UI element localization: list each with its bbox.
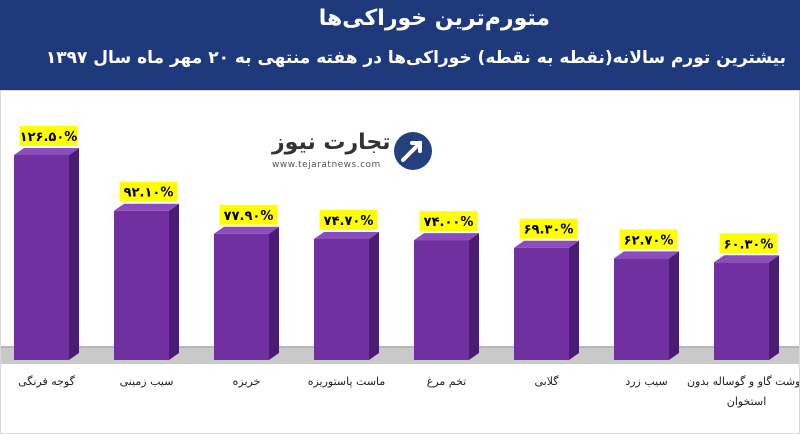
tejarat-news-logo: تجارت نیوز www.tejaratnews.com (266, 128, 436, 176)
bar-top (14, 148, 79, 155)
category-label: ماست پاستوریزه (307, 375, 386, 388)
bar-top (114, 203, 179, 211)
value-label-box (119, 181, 178, 202)
chart-floor-edge (0, 346, 800, 348)
category-label: خربزه (232, 375, 261, 388)
value-label-box (19, 126, 78, 146)
bar-top (214, 226, 279, 234)
bar-top (514, 240, 579, 248)
value-label: ۶۲.۷۰% (624, 233, 674, 248)
value-label: ۷۴.۷۰% (324, 214, 374, 229)
bar (614, 258, 669, 360)
bar (314, 238, 369, 360)
bar (714, 262, 769, 360)
bar-side (469, 233, 479, 360)
bar-side (169, 203, 179, 360)
bar-side (769, 255, 779, 360)
bar-side (569, 240, 579, 360)
value-label-box (419, 211, 478, 232)
bar-top (414, 233, 479, 241)
value-label-box (519, 218, 578, 239)
value-label: ۷۷.۹۰% (224, 209, 274, 224)
bar (414, 240, 469, 360)
bar-side (269, 226, 279, 360)
value-label: ۷۴.۰۰% (424, 215, 474, 230)
value-label: ۶۹.۳۰% (524, 223, 574, 238)
logo-name: تجارت نیوز (272, 130, 391, 155)
value-label-box (219, 204, 278, 225)
chart-subtitle: بیشترین تورم سالانه(نقطه به نقطه) خوراکی… (45, 48, 786, 68)
chart-title: متورم‌ترین خوراکی‌ها (318, 6, 550, 31)
category-label: گلابی (534, 375, 559, 388)
value-label-box (719, 233, 778, 254)
bar-top (714, 255, 779, 263)
bar (114, 210, 169, 360)
value-label-box (619, 229, 678, 250)
bar (514, 247, 569, 360)
bar (214, 233, 269, 360)
bar-side (669, 251, 679, 360)
value-label-box (319, 209, 378, 230)
value-label: ۱۲۶.۵۰% (20, 130, 78, 145)
bar (14, 155, 69, 360)
bar-side (69, 148, 79, 360)
bar-side (369, 231, 379, 360)
category-label: گوجه فرنگی (18, 375, 75, 388)
category-label: تخم مرغ (426, 375, 467, 388)
bar-top (314, 231, 379, 239)
value-label: ۹۲.۱۰% (124, 186, 174, 201)
bar-top (614, 251, 679, 259)
header-banner: متورم‌ترین خوراکی‌ها بیشترین تورم سالانه… (0, 0, 800, 90)
logo-emblem-icon (394, 132, 432, 170)
logo-url: www.tejaratnews.com (272, 160, 381, 170)
value-label: ۶۰.۳۰% (724, 237, 774, 252)
category-label: سیب زرد (625, 375, 668, 388)
category-label: سیب زمینی (119, 375, 174, 388)
category-label: گوشت گاو و گوساله بدون استخوان (686, 375, 800, 408)
chart-floor (0, 347, 800, 364)
